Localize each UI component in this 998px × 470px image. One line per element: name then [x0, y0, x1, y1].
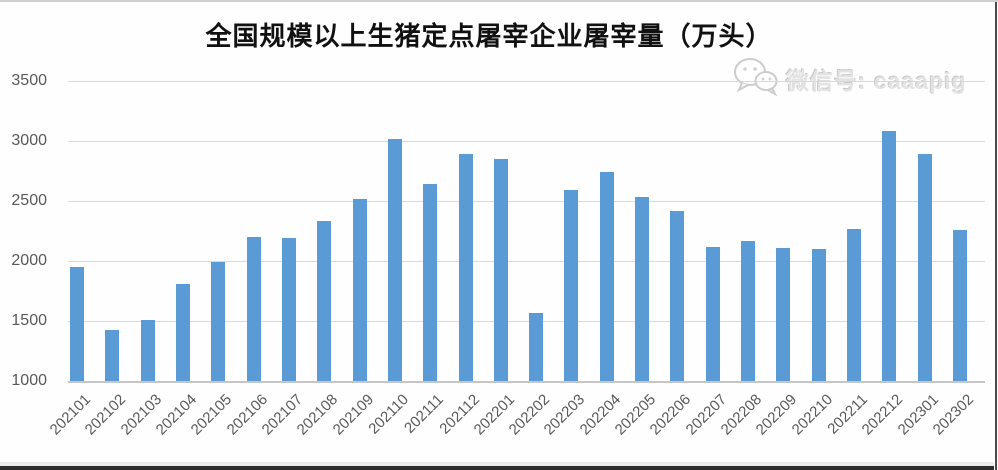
- bar-202112: [458, 153, 473, 381]
- y-axis-tick-3500: 3500: [11, 72, 47, 89]
- window-right-edge: [995, 2, 997, 470]
- window-bottom-strip: [0, 462, 994, 466]
- bar-202110: [387, 138, 402, 381]
- bar-202211: [847, 228, 862, 381]
- bar-202106: [246, 237, 261, 381]
- gridline-2500: [68, 201, 985, 202]
- bar-202101: [70, 267, 84, 381]
- bar-202105: [211, 262, 226, 381]
- gridline-2000: [68, 261, 985, 262]
- y-axis-tick-3000: 3000: [11, 132, 47, 149]
- bar-202104: [175, 284, 190, 381]
- bar-202206: [670, 210, 685, 381]
- bar-202202: [529, 312, 544, 381]
- window-bottom-edge: [0, 466, 994, 470]
- bar-202111: [423, 183, 438, 381]
- bar-202109: [352, 199, 367, 381]
- y-axis-tick-2000: 2000: [11, 252, 47, 269]
- gridline-1500: [68, 321, 985, 322]
- chart-title: 全国规模以上生猪定点屠宰企业屠宰量（万头）: [205, 22, 773, 51]
- plot-area: 3500 3000 2500 2000 1500 1000 202101 202102 2021…: [11, 72, 985, 438]
- bar-202207: [705, 246, 720, 381]
- bar-202212: [882, 130, 897, 381]
- bar-202204: [599, 172, 614, 381]
- y-axis-tick-1500: 1500: [11, 312, 47, 329]
- bar-202210: [811, 249, 826, 381]
- bar-202107: [281, 238, 296, 381]
- bar-202102: [105, 330, 120, 381]
- window-top-edge: [0, 0, 998, 2]
- bar-202208: [741, 240, 756, 381]
- bar-202301: [917, 153, 932, 381]
- bar-202203: [564, 190, 579, 381]
- y-axis-tick-1000: 1000: [11, 372, 47, 389]
- bar-202209: [776, 248, 791, 381]
- gridline-3000: [68, 141, 985, 142]
- bar-202201: [493, 159, 508, 381]
- y-axis-tick-2500: 2500: [11, 192, 47, 209]
- bar-202103: [140, 320, 155, 381]
- gridline-3500: [68, 81, 985, 82]
- bar-202205: [635, 196, 650, 381]
- bar-202108: [317, 220, 332, 381]
- gridline-1000: [68, 381, 985, 383]
- bar-202302: [953, 229, 967, 381]
